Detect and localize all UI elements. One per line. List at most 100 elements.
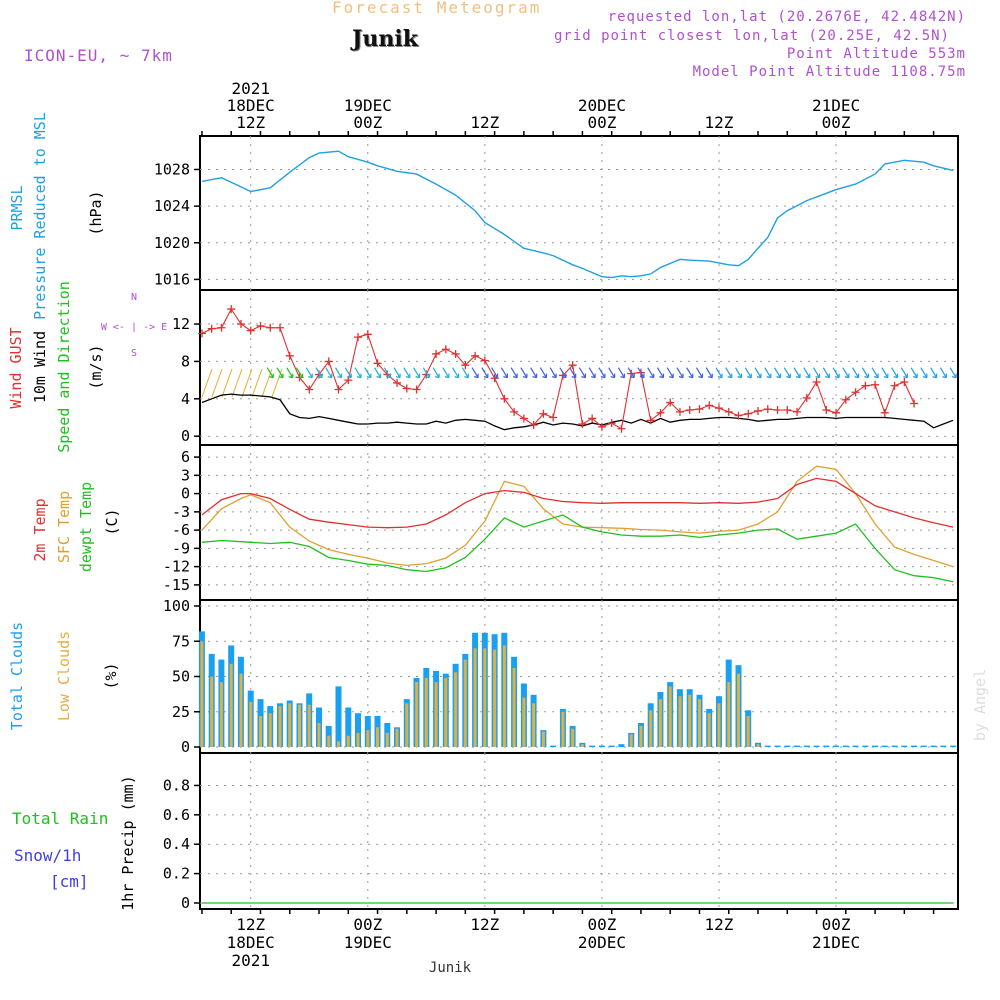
- wind-arrow-head: [922, 373, 928, 379]
- time-label-top: 12Z: [470, 113, 499, 132]
- wind-direction-arrow: [578, 367, 586, 378]
- wind-arrow-head: [756, 373, 762, 379]
- wind-direction-arrow: [530, 367, 538, 378]
- gust-marker: [617, 424, 626, 433]
- gust-marker: [705, 401, 714, 410]
- total-cloud-bar: [598, 745, 605, 747]
- gust-marker: [578, 420, 587, 429]
- low-cloud-bar: [288, 703, 292, 747]
- ytick-label: 8: [181, 352, 190, 370]
- total-cloud-bar: [911, 745, 918, 747]
- gust-marker: [754, 406, 763, 415]
- time-label-top: 00Z: [353, 113, 382, 132]
- wind-arrow-head: [932, 373, 938, 379]
- gust-marker: [256, 321, 265, 330]
- wind-direction-arrow: [676, 367, 684, 378]
- gust-marker: [734, 411, 743, 420]
- wind-direction-arrow: [500, 367, 508, 378]
- total-cloud-bar: [589, 745, 596, 747]
- gust-marker: [354, 333, 363, 342]
- wind-hatch: [241, 368, 253, 398]
- total-cloud-bar: [813, 745, 820, 747]
- requested-coords: requested lon,lat (20.2676E, 42.4842N): [607, 9, 966, 25]
- ytick-label: 0: [181, 427, 190, 445]
- total-cloud-bar: [618, 744, 625, 747]
- wind-arrow-head: [288, 373, 294, 379]
- wind-direction-arrow: [335, 367, 343, 378]
- ytick-label: 0: [181, 485, 190, 503]
- low-cloud-bar: [405, 703, 409, 747]
- gust-marker: [763, 405, 772, 414]
- wind-arrow-head: [347, 373, 352, 379]
- gust-marker: [334, 385, 343, 394]
- wind-direction-arrow: [491, 367, 499, 378]
- wind-direction-arrow: [930, 367, 938, 378]
- wind-arrow-head: [337, 373, 343, 379]
- ytick-label: -9: [172, 539, 190, 557]
- gust-marker: [675, 407, 684, 416]
- wind-direction-arrow: [647, 367, 655, 378]
- gust-marker: [461, 361, 470, 370]
- ytick-label: -12: [163, 558, 190, 576]
- ytick-label: 1016: [154, 270, 190, 288]
- gust-marker: [500, 394, 509, 403]
- wind-arrow-head: [659, 373, 665, 379]
- wind-direction-arrow: [520, 367, 528, 378]
- low-cloud-bar: [502, 645, 506, 747]
- wind-direction-arrow: [422, 367, 430, 378]
- wind-arrow-head: [327, 373, 333, 379]
- wind-direction-arrow: [764, 367, 772, 378]
- ytick-label: 0.6: [163, 806, 190, 824]
- wind-direction-arrow: [842, 367, 850, 378]
- low-cloud-bar: [639, 725, 643, 747]
- wind-arrow-head: [552, 373, 557, 379]
- point-altitude: Point Altitude 553m: [786, 46, 966, 62]
- sfc-temp-line: [201, 465, 954, 568]
- low-cloud-bar: [229, 663, 233, 747]
- gust-marker: [510, 407, 519, 416]
- gust-marker: [246, 326, 255, 335]
- low-cloud-bar: [424, 677, 428, 747]
- ytick-label: -15: [163, 576, 190, 594]
- wind-direction-arrow: [325, 367, 333, 378]
- time-label-bottom: 12Z: [470, 915, 499, 934]
- gust-marker: [597, 422, 606, 431]
- wind-arrow-head: [883, 373, 889, 379]
- total-cloud-bar: [345, 707, 352, 747]
- wind-arrow-head: [727, 373, 733, 379]
- wind-direction-arrow: [364, 367, 372, 378]
- wind-direction-arrow: [305, 367, 313, 378]
- pressure-name-label: Pressure Reduced to MSL: [31, 112, 49, 320]
- low-cloud-bar: [688, 694, 692, 747]
- gust-marker: [656, 408, 665, 417]
- ytick-label: 6: [181, 448, 190, 466]
- ytick-label: 50: [172, 668, 190, 686]
- gust-marker: [880, 408, 889, 417]
- wind-arrow-head: [278, 373, 284, 379]
- time-label-bottom: 20DEC: [578, 933, 626, 952]
- total-cloud-bar: [355, 713, 361, 747]
- wind-direction-arrow: [539, 367, 547, 378]
- wind-arrow-head: [493, 373, 499, 379]
- low-cloud-bar: [356, 732, 360, 747]
- wind-speed-line: [201, 393, 954, 431]
- gust-marker: [285, 351, 294, 360]
- gust-marker: [724, 407, 733, 416]
- wind-arrow-head: [815, 373, 821, 379]
- wind-arrow-head: [591, 373, 596, 379]
- wind-direction-arrow: [471, 367, 479, 378]
- low-cloud-bar: [239, 673, 243, 747]
- wind-arrow-head: [737, 373, 743, 379]
- wind-direction-arrow: [549, 367, 557, 378]
- ytick-label: 0.4: [163, 835, 190, 853]
- gust-marker: [519, 414, 528, 423]
- gust-marker: [305, 385, 314, 394]
- wind-direction-arrow: [461, 367, 469, 378]
- time-label-bottom: 21DEC: [812, 933, 860, 952]
- low-cloud-bar: [717, 703, 721, 747]
- wind-direction-arrow: [793, 367, 801, 378]
- low-cloud-bar: [649, 710, 653, 747]
- wind-direction-arrow: [920, 367, 928, 378]
- wind-arrow-head: [454, 373, 460, 379]
- gust-marker: [324, 357, 333, 366]
